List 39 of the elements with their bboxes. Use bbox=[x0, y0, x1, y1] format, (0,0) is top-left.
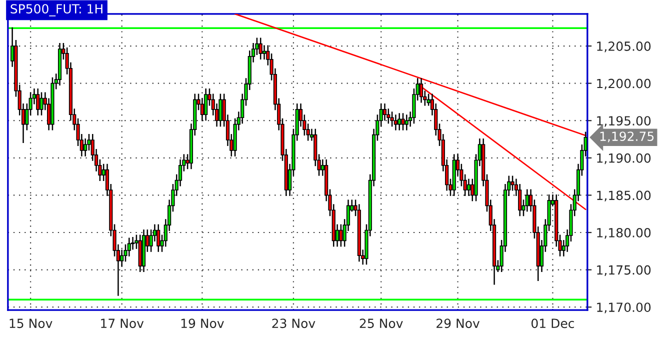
candlestick bbox=[156, 224, 160, 253]
candlestick bbox=[339, 224, 343, 248]
candlestick bbox=[466, 178, 471, 197]
y-tick-label: 1,190.00 bbox=[597, 153, 651, 164]
candlestick bbox=[262, 44, 266, 60]
candlestick bbox=[394, 114, 398, 131]
candlestick bbox=[200, 98, 204, 122]
candlestick bbox=[149, 228, 153, 253]
candlestick bbox=[401, 112, 405, 131]
candlestick bbox=[525, 188, 529, 212]
x-tick-label: 01 Dec bbox=[532, 318, 574, 328]
x-tick-label: 15 Nov bbox=[10, 318, 52, 328]
candlestick bbox=[404, 114, 408, 131]
x-tick-label: 29 Nov bbox=[436, 318, 480, 328]
candlestick bbox=[419, 77, 424, 104]
y-tick-label: 1,205.00 bbox=[597, 41, 651, 52]
x-tick-label: 17 Nov bbox=[101, 318, 144, 328]
y-tick-label: 1,180.00 bbox=[597, 228, 651, 239]
x-tick-label: 23 Nov bbox=[272, 318, 316, 328]
y-tick-label: 1,195.00 bbox=[597, 116, 651, 127]
y-tick-label: 1,175.00 bbox=[597, 265, 651, 276]
x-tick-label: 25 Nov bbox=[360, 318, 403, 328]
y-tick-label: 1,185.00 bbox=[597, 190, 651, 202]
candlestick bbox=[204, 88, 208, 122]
candlestick bbox=[518, 183, 522, 217]
x-tick-label: 19 Nov bbox=[181, 318, 224, 328]
y-tick-label: 1,200.00 bbox=[597, 78, 651, 90]
candlestick bbox=[398, 112, 402, 131]
candlestick bbox=[84, 138, 88, 158]
candlestick bbox=[426, 93, 430, 106]
text: 1,192.75 bbox=[600, 132, 654, 142]
candlestick bbox=[390, 111, 394, 128]
candlestick bbox=[40, 92, 44, 116]
candlestick bbox=[258, 37, 262, 60]
candlestick bbox=[36, 88, 40, 116]
chart-title: SP500_FUT: 1H bbox=[10, 4, 102, 16]
candlestick bbox=[218, 93, 222, 128]
y-tick-label: 1,170.00 bbox=[597, 302, 651, 314]
candlestick bbox=[382, 102, 387, 122]
